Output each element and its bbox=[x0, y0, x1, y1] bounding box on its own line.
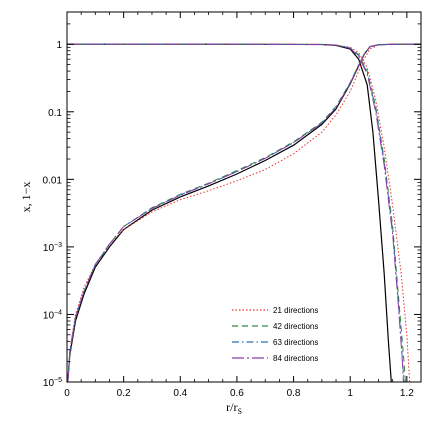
legend-label: 42 directions bbox=[273, 322, 318, 331]
y-tick-label: 10−3 bbox=[43, 242, 62, 254]
series-3-ionized-line bbox=[67, 43, 405, 382]
series-1-ionized-line bbox=[67, 43, 411, 382]
x-axis-title: r/rS bbox=[226, 400, 242, 416]
y-tick-label: 10−4 bbox=[43, 309, 62, 321]
x-tick-label: 0.6 bbox=[230, 388, 244, 399]
x-tick-label: 0 bbox=[64, 388, 70, 399]
legend-label: 84 directions bbox=[273, 354, 318, 363]
y-axis-title: x, 1−x bbox=[19, 182, 33, 213]
x-tick-label: 0.2 bbox=[117, 388, 131, 399]
x-axis-title-subscript: S bbox=[237, 407, 241, 416]
series-layer bbox=[67, 43, 421, 382]
y-tick-label: 10−5 bbox=[43, 377, 62, 389]
legend-label: 63 directions bbox=[273, 338, 318, 347]
series-2-ionized-line bbox=[67, 43, 406, 382]
legend: 21 directions 42 directions 63 directions 8… bbox=[232, 306, 318, 363]
y-tick-label: 0.1 bbox=[48, 108, 62, 119]
x-tick-label: 0.4 bbox=[173, 388, 187, 399]
legend-label: 21 directions bbox=[273, 306, 318, 315]
x-tick-label: 1.2 bbox=[400, 388, 414, 399]
y-tick-label: 1 bbox=[56, 40, 62, 51]
series-0-ionized-line bbox=[67, 43, 392, 382]
series-4-neutral-line bbox=[67, 43, 421, 382]
y-tick-label: 0.01 bbox=[43, 175, 63, 186]
plot-frame bbox=[66, 11, 422, 383]
x-tick-label: 0.8 bbox=[287, 388, 301, 399]
ticks-layer: 0 0.2 0.4 0.6 0.8 1 1.2 1 0.1 0.01 10−3 10−4 10−5 bbox=[43, 11, 421, 399]
series-4-ionized-line bbox=[67, 43, 404, 382]
x-tick-label: 1 bbox=[347, 388, 353, 399]
